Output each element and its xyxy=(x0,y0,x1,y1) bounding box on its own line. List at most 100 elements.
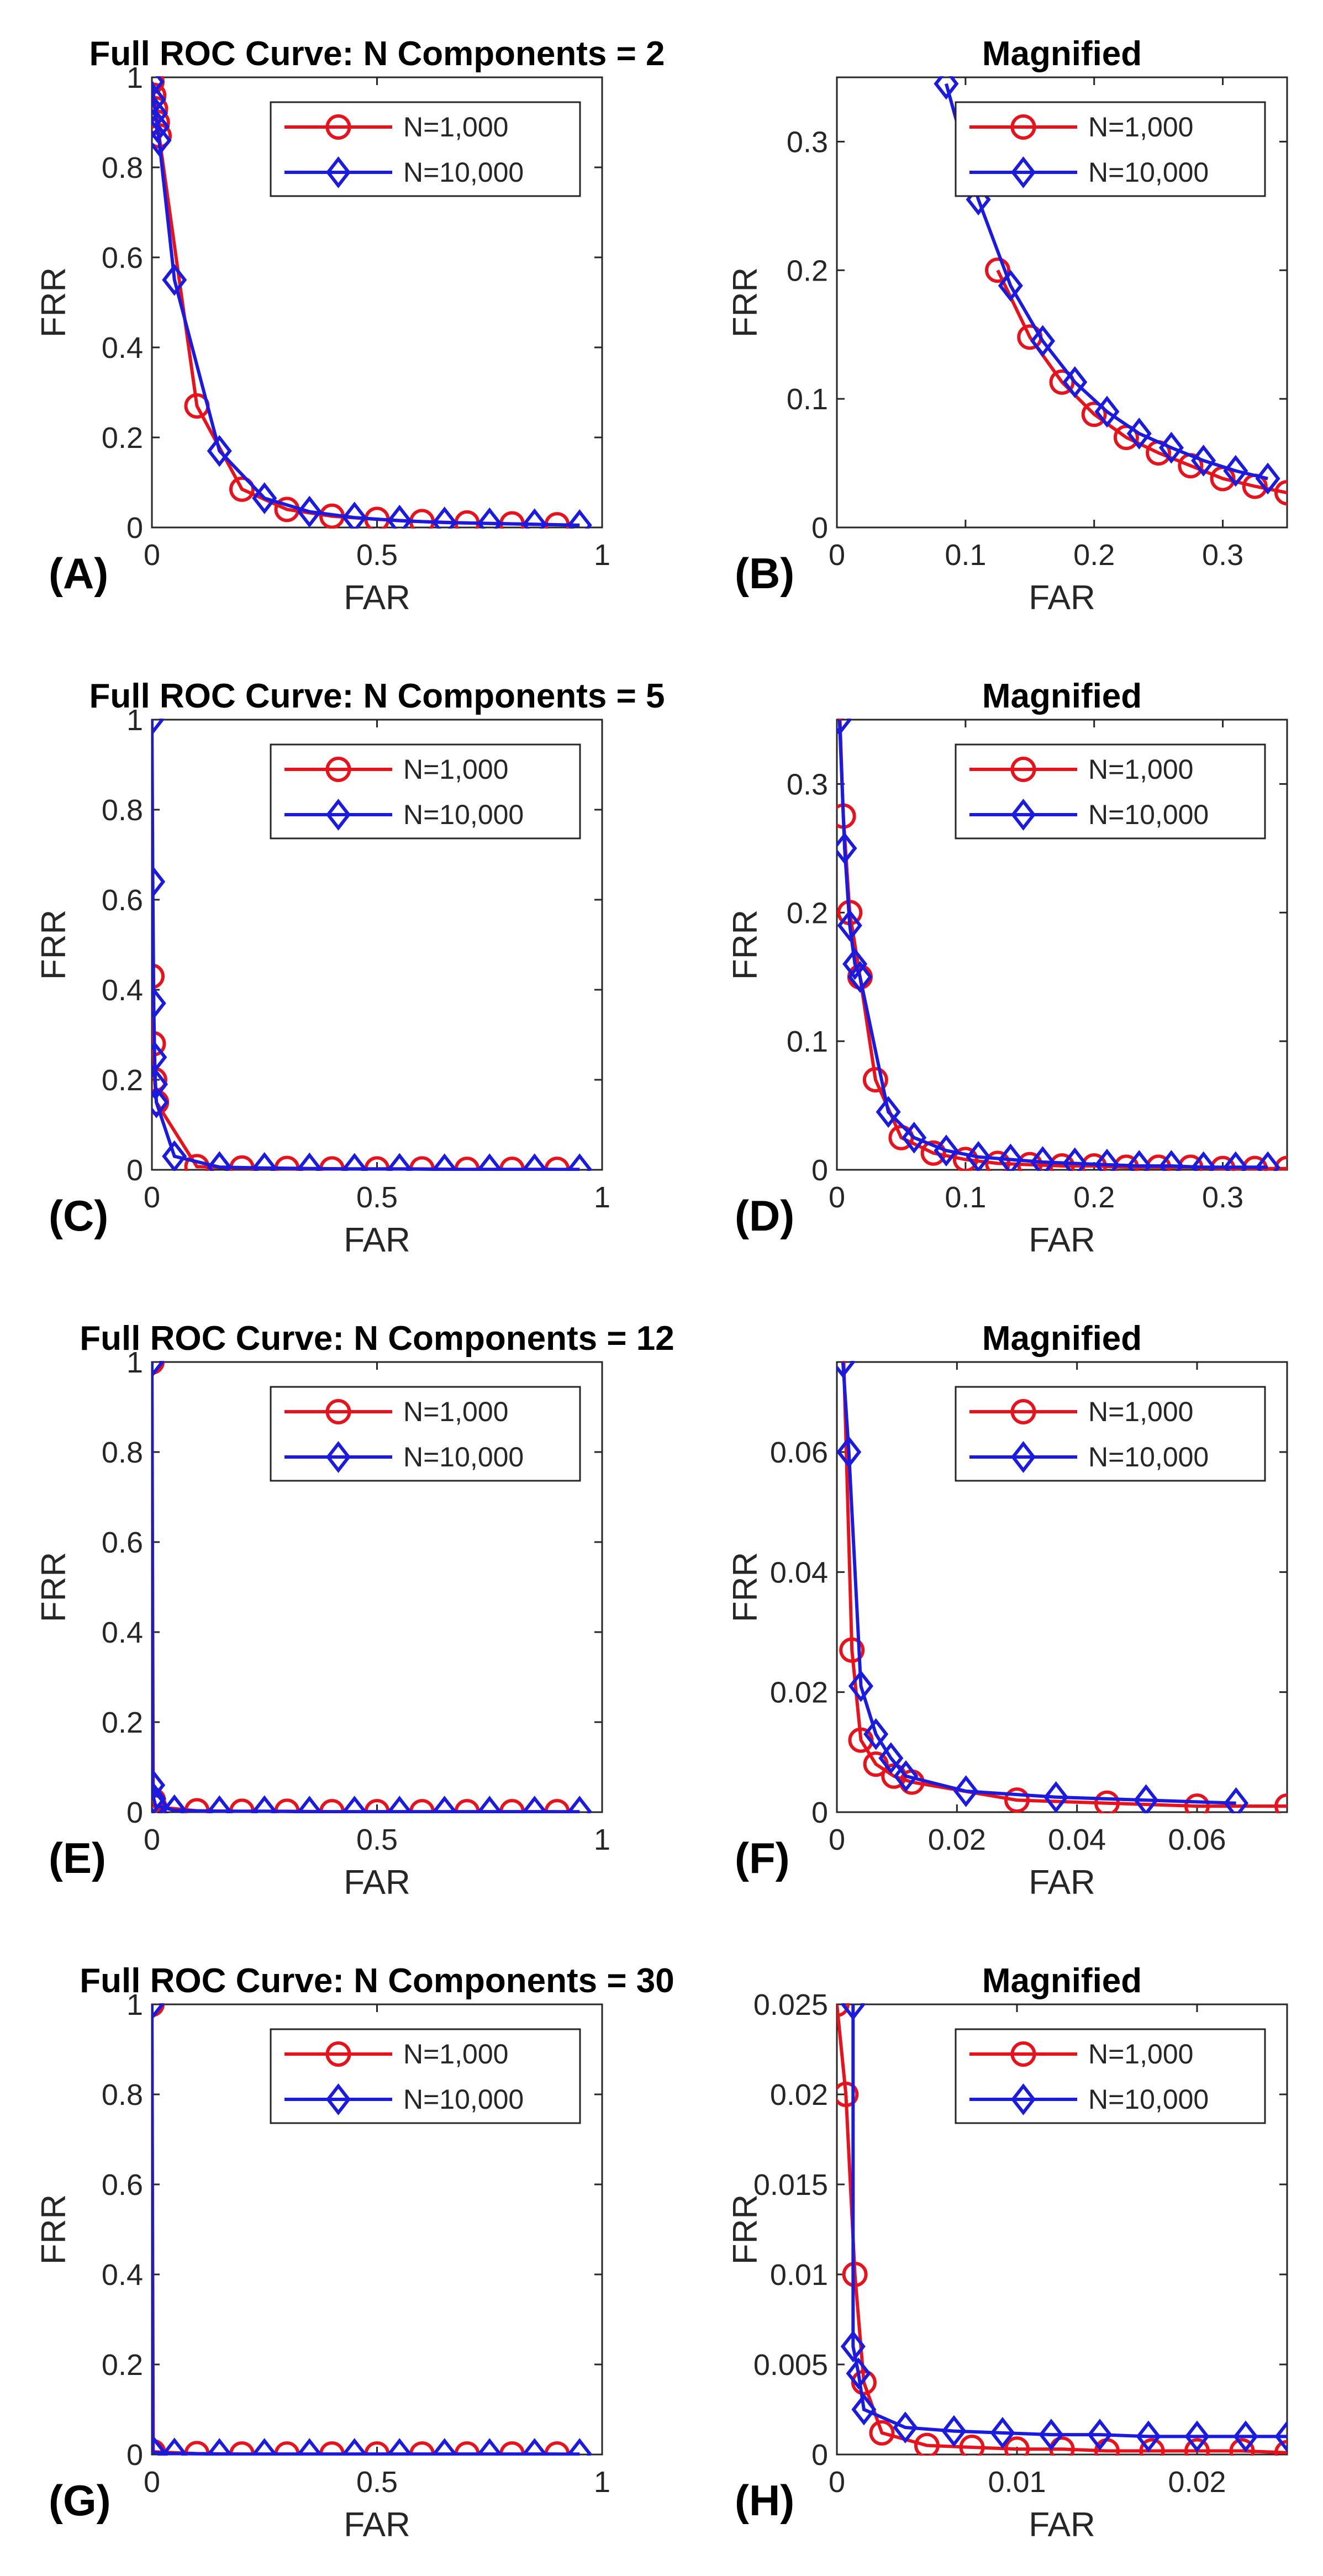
y-axis-label: FRR xyxy=(35,1552,73,1622)
panel-label: (E) xyxy=(49,1834,106,1882)
legend-marker xyxy=(1010,1399,1036,1424)
series-n10000 xyxy=(934,76,1280,495)
data-point xyxy=(1094,395,1120,428)
data-point xyxy=(934,1134,959,1166)
legend: N=1,000 N=10,000 xyxy=(955,101,1266,197)
data-point xyxy=(477,1153,502,1171)
x-tick-label: 0.04 xyxy=(1048,1823,1106,1856)
data-point xyxy=(152,2436,167,2456)
x-tick-label: 0 xyxy=(829,1823,845,1856)
x-tick-label: 1 xyxy=(594,1823,610,1856)
data-point xyxy=(902,1121,927,1154)
legend-marker xyxy=(325,2041,351,2067)
y-tick-label: 0.01 xyxy=(770,2258,828,2292)
data-point xyxy=(152,1769,166,1801)
data-point xyxy=(522,508,547,529)
x-axis-label: FAR xyxy=(1029,1221,1095,1259)
legend-label: N=10,000 xyxy=(403,1442,524,1472)
x-axis-label: FAR xyxy=(344,1221,410,1259)
x-tick-label: 0.02 xyxy=(928,1823,986,1856)
data-point xyxy=(152,97,168,130)
y-tick-label: 0 xyxy=(811,1154,828,1187)
y-tick-label: 1 xyxy=(126,1346,143,1379)
panel-label: (D) xyxy=(735,1191,794,1240)
data-point xyxy=(846,2357,871,2390)
y-axis-label: FRR xyxy=(35,267,73,337)
data-point xyxy=(152,865,166,898)
legend-label: N=10,000 xyxy=(1088,799,1209,830)
y-tick-label: 0.6 xyxy=(102,884,143,917)
data-point xyxy=(878,1742,904,1775)
x-tick-label: 1 xyxy=(594,539,610,572)
legend-label: N=10,000 xyxy=(1088,157,1209,188)
data-point xyxy=(297,1796,322,1813)
data-point xyxy=(990,2417,1015,2449)
panel-D: 0 0.1 0.2 0.3 0 0.1 0.2 0.3 Magnified FAR FRR (D) N=… xyxy=(726,677,1288,1259)
data-point xyxy=(837,909,862,942)
y-tick-label: 0 xyxy=(811,1796,828,1829)
data-point xyxy=(1274,1793,1287,1813)
data-point xyxy=(152,83,166,116)
panel-B: 0 0.1 0.2 0.3 0 0.1 0.2 0.3 Magnified FAR FRR (B) N=… xyxy=(726,35,1288,617)
y-tick-label: 0.4 xyxy=(102,331,143,365)
y-tick-label: 0 xyxy=(126,1796,143,1829)
y-tick-label: 0.04 xyxy=(770,1556,828,1589)
data-point xyxy=(842,948,868,980)
legend-marker xyxy=(325,799,351,831)
data-point xyxy=(842,2262,868,2287)
data-point xyxy=(152,76,165,98)
chart-title: Magnified xyxy=(982,677,1142,715)
data-point xyxy=(1223,1151,1248,1171)
data-point xyxy=(207,1151,232,1171)
y-tick-label: 0.2 xyxy=(102,1064,143,1097)
y-tick-label: 0.8 xyxy=(102,151,143,184)
legend-marker xyxy=(325,1441,351,1473)
legend-marker xyxy=(1010,2083,1036,2115)
data-point xyxy=(837,1361,856,1378)
data-point xyxy=(432,2438,457,2456)
data-point xyxy=(863,1718,889,1750)
x-tick-label: 0 xyxy=(829,539,845,572)
data-point xyxy=(1274,2440,1287,2456)
data-point xyxy=(1158,1150,1184,1171)
data-point xyxy=(477,507,502,529)
data-point xyxy=(342,2438,367,2456)
data-point xyxy=(567,2438,592,2456)
y-tick-label: 0.2 xyxy=(102,421,143,455)
x-axis-label: FAR xyxy=(344,579,410,617)
panel-label: (B) xyxy=(735,549,794,598)
data-point xyxy=(862,1067,888,1092)
x-axis-label: FAR xyxy=(1029,579,1095,617)
series-line xyxy=(996,270,1287,495)
x-tick-label: 0 xyxy=(144,2466,160,2499)
data-point xyxy=(934,76,959,100)
y-tick-label: 0.02 xyxy=(770,1676,828,1709)
data-point xyxy=(252,1152,277,1171)
panel-label: (A) xyxy=(49,549,108,598)
data-point xyxy=(1094,1148,1120,1171)
data-point xyxy=(162,1794,187,1813)
data-point xyxy=(1224,1787,1249,1813)
data-point xyxy=(1004,1787,1030,1813)
y-tick-label: 0 xyxy=(126,1154,143,1187)
data-point xyxy=(152,110,170,143)
data-point xyxy=(152,1782,166,1813)
data-point xyxy=(229,476,255,502)
data-point xyxy=(152,987,166,1020)
x-tick-label: 0 xyxy=(144,539,160,572)
y-tick-label: 0.2 xyxy=(102,2348,143,2382)
legend: N=1,000 N=10,000 xyxy=(955,743,1266,840)
legend-label: N=10,000 xyxy=(403,157,524,188)
data-point xyxy=(848,1670,873,1702)
data-point xyxy=(893,1760,919,1792)
data-point xyxy=(477,2438,502,2456)
y-tick-label: 0.06 xyxy=(770,1436,828,1469)
data-point xyxy=(342,502,367,529)
data-point xyxy=(1134,1784,1159,1813)
data-point xyxy=(162,1140,187,1171)
y-tick-label: 1 xyxy=(126,1988,143,2021)
data-point xyxy=(387,2438,412,2456)
series-n1000 xyxy=(985,257,1287,506)
series-line xyxy=(837,2004,1287,2454)
data-point xyxy=(847,960,873,993)
